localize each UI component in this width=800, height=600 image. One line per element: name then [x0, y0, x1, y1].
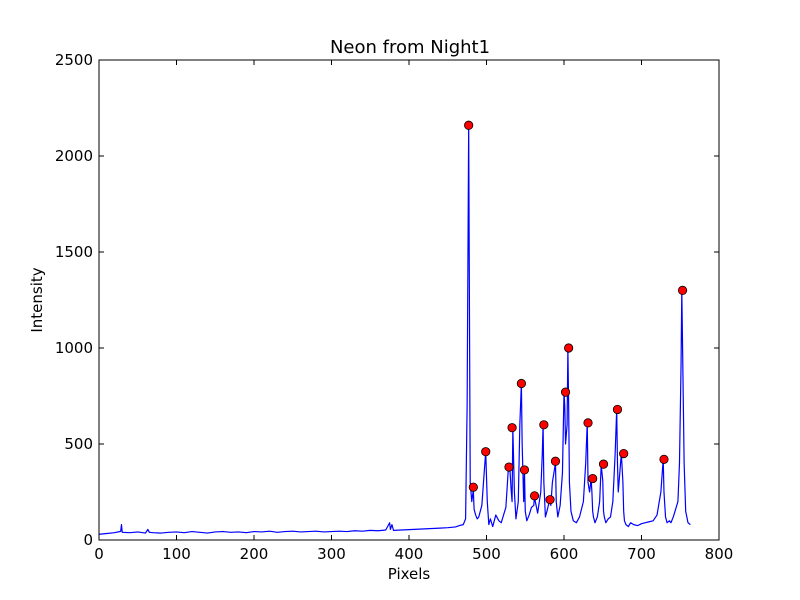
x-tick-label-8: 800	[705, 545, 734, 563]
x-tick-label-5: 500	[472, 545, 501, 563]
x-tick-label-6: 600	[550, 545, 579, 563]
peak-marker-0	[464, 120, 474, 130]
y-tick-label-4: 2000	[55, 147, 93, 165]
peak-marker-5	[516, 378, 526, 389]
y-tick-label-3: 1500	[55, 243, 93, 261]
peak-marker-8	[539, 420, 549, 430]
y-tick-label-2: 1000	[55, 339, 93, 357]
x-tick-label-1: 100	[162, 545, 191, 563]
peak-marker-3	[504, 462, 514, 472]
x-tick-label-4: 400	[395, 545, 424, 563]
peak-marker-16	[612, 404, 623, 415]
plot-area	[98, 120, 691, 535]
x-axis-label: Pixels	[388, 565, 431, 583]
peak-marker-6	[519, 465, 530, 475]
y-axis-label: Intensity	[28, 267, 46, 332]
peak-marker-9	[545, 495, 555, 505]
peak-marker-18	[659, 454, 669, 464]
x-tick-label-2: 200	[240, 545, 269, 563]
peak-marker-13	[583, 418, 593, 428]
spectrum-line-0	[98, 124, 691, 535]
peak-marker-1	[468, 482, 478, 492]
peak-marker-10	[550, 456, 561, 466]
axis-ticks: 0 100 200 300 400 500 600 700 800 0 500 1000 1500 200…	[55, 51, 734, 563]
peak-marker-14	[588, 473, 598, 484]
chart-title: Neon from Night1	[330, 37, 490, 58]
peak-marker-7	[529, 491, 540, 501]
peak-marker-4	[507, 423, 517, 433]
peak-marker-12	[564, 343, 574, 353]
x-tick-label-0: 0	[94, 545, 104, 563]
y-tick-label-0: 0	[83, 531, 93, 549]
peak-marker-15	[598, 459, 609, 469]
peak-marker-19	[677, 285, 688, 295]
x-tick-label-7: 700	[627, 545, 656, 563]
peak-marker-17	[619, 448, 629, 459]
peak-marker-11	[560, 387, 571, 397]
x-tick-label-3: 300	[317, 545, 346, 563]
peak-marker-2	[481, 447, 491, 457]
y-tick-label-5: 2500	[55, 51, 93, 69]
y-tick-label-1: 500	[64, 435, 93, 453]
